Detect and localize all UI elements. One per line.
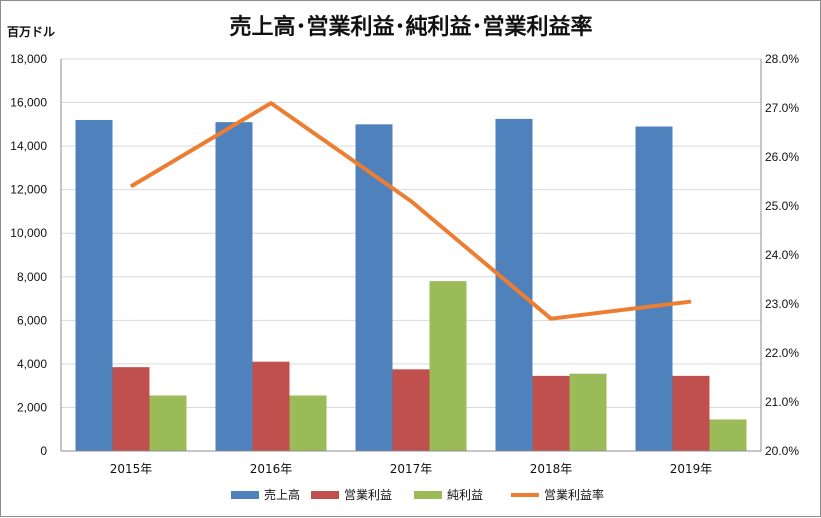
y-tick-label: 2,000 — [17, 400, 47, 414]
bar — [289, 395, 327, 451]
y2-tick-label: 22.0% — [765, 346, 799, 360]
y-tick-label: 8,000 — [17, 270, 47, 284]
y-tick-label: 10,000 — [10, 226, 47, 240]
bar — [495, 118, 533, 451]
legend-label: 営業利益率 — [544, 487, 604, 502]
legend-swatch — [311, 491, 339, 499]
y2-tick-label: 26.0% — [765, 150, 799, 164]
y-tick-label: 12,000 — [10, 183, 47, 197]
line-point — [130, 185, 132, 187]
y-axis-unit-label: 百万ドル — [7, 25, 55, 39]
bar — [635, 126, 673, 451]
bar — [532, 375, 570, 451]
y2-tick-label: 25.0% — [765, 199, 799, 213]
x-tick-label: 2015年 — [110, 462, 153, 476]
y2-tick-label: 21.0% — [765, 395, 799, 409]
line-point — [410, 200, 412, 202]
x-tick-label: 2017年 — [390, 462, 433, 476]
bar — [75, 119, 113, 451]
y2-tick-label: 23.0% — [765, 297, 799, 311]
chart-title: 売上高･営業利益･純利益･営業利益率 — [229, 14, 592, 40]
bar — [392, 369, 430, 451]
line-point — [550, 318, 552, 320]
bar — [569, 373, 607, 451]
bar — [709, 419, 747, 451]
bar — [149, 395, 187, 451]
line-point — [270, 102, 272, 104]
y-tick-label: 6,000 — [17, 313, 47, 327]
legend-swatch — [414, 491, 442, 499]
y2-tick-label: 20.0% — [765, 444, 799, 458]
bars — [75, 118, 747, 452]
bar — [112, 367, 150, 451]
line-series — [129, 101, 692, 321]
gridlines — [61, 58, 761, 408]
y-tick-label: 16,000 — [10, 96, 47, 110]
bar — [252, 361, 290, 451]
legend-swatch — [231, 491, 259, 499]
bar — [672, 375, 710, 451]
legend: 売上高 営業利益 純利益 営業利益率 — [231, 487, 604, 502]
y-tick-label: 0 — [40, 444, 47, 458]
y-tick-label: 4,000 — [17, 357, 47, 371]
legend-label: 純利益 — [447, 488, 483, 502]
line-point — [690, 301, 692, 303]
x-tick-label: 2019年 — [670, 462, 713, 476]
legend-label: 営業利益 — [344, 488, 392, 502]
axes: 0 2,000 4,000 6,000 8,000 10,000 12,000 14,000 1… — [10, 52, 799, 476]
bar — [215, 122, 253, 452]
y2-tick-label: 28.0% — [765, 52, 799, 66]
line-series-path — [129, 101, 692, 321]
y-tick-label: 14,000 — [10, 139, 47, 153]
x-tick-label: 2016年 — [250, 462, 293, 476]
y-tick-label: 18,000 — [10, 52, 47, 66]
bar — [355, 124, 393, 451]
y2-tick-label: 24.0% — [765, 248, 799, 262]
bar — [429, 281, 467, 451]
legend-label: 売上高 — [264, 487, 300, 502]
y2-tick-label: 27.0% — [765, 101, 799, 115]
x-tick-label: 2018年 — [530, 462, 573, 476]
